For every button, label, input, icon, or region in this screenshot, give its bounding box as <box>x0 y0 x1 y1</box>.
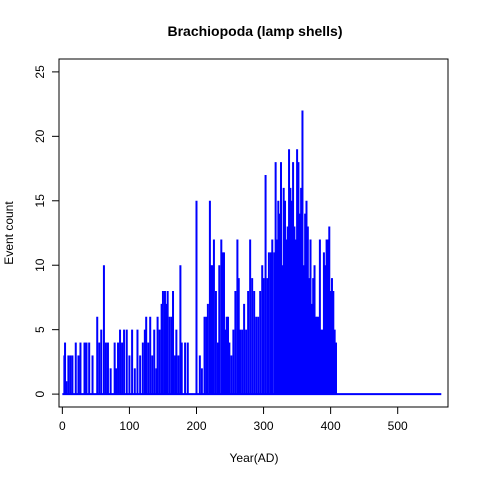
x-tick-label-4: 400 <box>321 419 341 433</box>
y-tick-label-2: 10 <box>33 258 47 272</box>
y-tick-label-1: 5 <box>33 326 47 333</box>
x-tick-label-2: 200 <box>186 419 206 433</box>
y-tick-label-5: 25 <box>33 65 47 79</box>
x-axis-label: Year(AD) <box>230 451 279 465</box>
chart-title: Brachiopoda (lamp shells) <box>167 23 342 39</box>
x-axis: 0 100 200 300 400 500 <box>59 406 408 433</box>
x-tick-label-1: 100 <box>119 419 139 433</box>
y-tick-label-0: 0 <box>33 390 47 397</box>
y-axis: 0 5 10 15 20 25 <box>33 65 60 397</box>
y-axis-label: Event count <box>2 201 16 265</box>
y-tick-label-3: 15 <box>33 194 47 208</box>
series-layer <box>62 110 442 396</box>
x-tick-label-5: 500 <box>388 419 408 433</box>
x-tick-label-3: 300 <box>254 419 274 433</box>
y-tick-label-4: 20 <box>33 129 47 143</box>
x-tick-label-0: 0 <box>59 419 66 433</box>
